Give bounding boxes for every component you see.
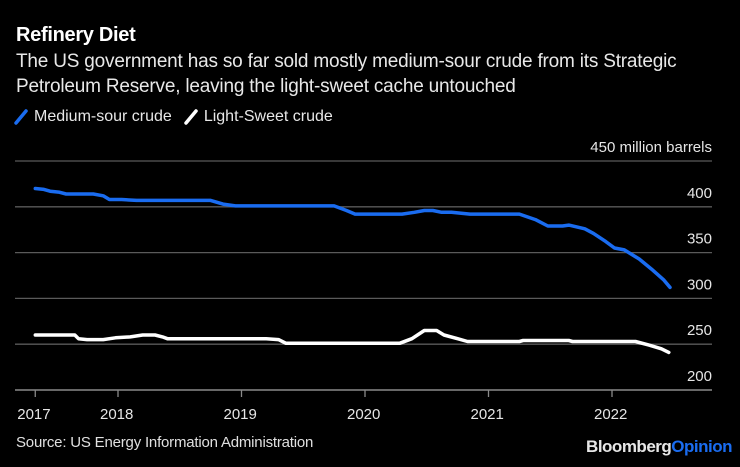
logo-opinion: Opinion <box>671 437 732 456</box>
x-tick-label-2020: 2020 <box>347 406 380 423</box>
y-tick-label-450: 450 million barrels <box>590 139 712 156</box>
legend-label-medium-sour: Medium-sour crude <box>34 108 172 125</box>
legend-label-light-sweet: Light-Sweet crude <box>203 108 333 125</box>
y-tick-label-250: 250 <box>687 322 712 339</box>
legend-swatch-medium-sour-icon <box>14 109 28 125</box>
grid-lines <box>15 160 712 345</box>
y-axis-labels: 250 300 350 400 450 million barrels 200 <box>590 139 712 385</box>
chart-title: Refinery Diet <box>16 24 136 46</box>
legend-item-medium-sour: Medium-sour crude <box>14 108 172 126</box>
x-tick-label-2019: 2019 <box>224 406 257 423</box>
y-tick-label-400: 400 <box>687 185 712 202</box>
y-tick-label-350: 350 <box>687 231 712 248</box>
x-axis: 2017 2018 2019 2020 2021 2022 <box>15 389 712 423</box>
x-tick-label-2018: 2018 <box>100 406 133 423</box>
x-tick-label-2022: 2022 <box>594 406 627 423</box>
legend: Medium-sour crude Light-Sweet crude <box>14 108 345 126</box>
source-note: Source: US Energy Information Administra… <box>16 434 314 451</box>
y-tick-label-200: 200 <box>687 368 712 385</box>
x-tick-label-2021: 2021 <box>471 406 504 423</box>
chart-subtitle: The US government has so far sold mostly… <box>16 51 677 97</box>
bloomberg-opinion-logo: BloombergOpinion <box>586 437 732 457</box>
series-lines <box>33 186 672 355</box>
series-line-medium-sour-crude <box>33 186 672 290</box>
x-tick-label-2017: 2017 <box>17 406 50 423</box>
series-line-light-sweet-crude <box>33 328 671 355</box>
legend-item-light-sweet: Light-Sweet crude <box>184 108 333 126</box>
logo-bloomberg: Bloomberg <box>586 437 672 456</box>
y-tick-label-300: 300 <box>687 276 712 293</box>
legend-swatch-light-sweet-icon <box>184 109 198 125</box>
